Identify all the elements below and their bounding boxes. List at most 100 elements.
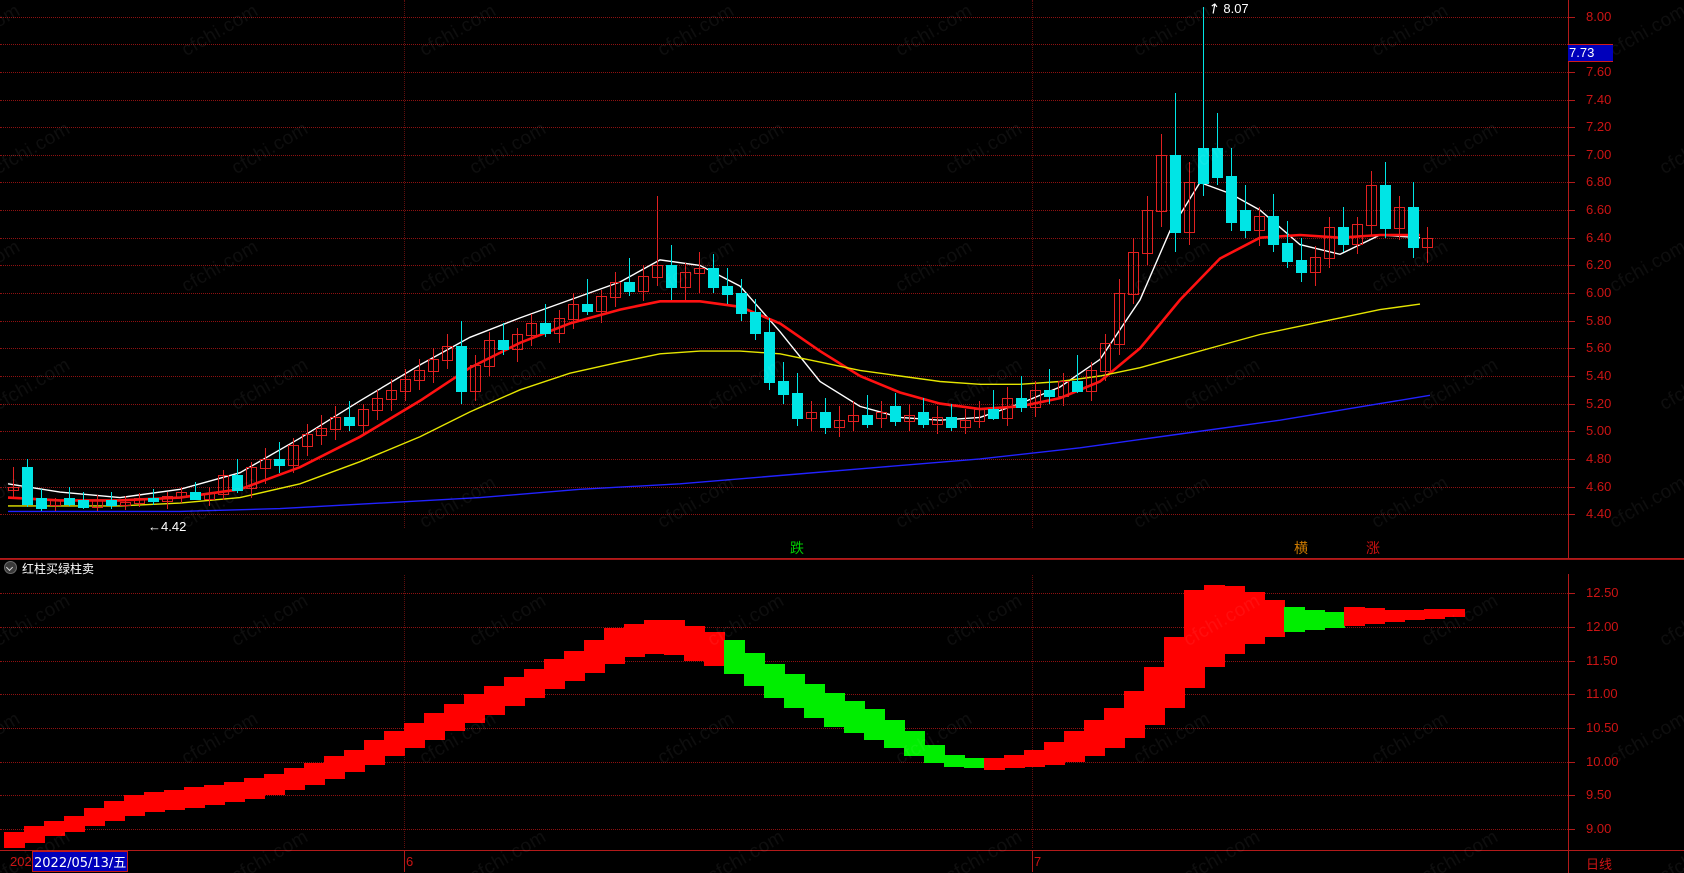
ma-mid-line xyxy=(7,233,1420,502)
candle-body xyxy=(792,392,803,420)
candle-body xyxy=(1156,154,1167,213)
candle-body xyxy=(540,323,551,334)
grid-line xyxy=(0,16,1568,18)
month-separator xyxy=(1032,0,1033,528)
candle-body xyxy=(358,409,369,427)
grid-line xyxy=(0,403,1568,405)
axis-tick xyxy=(1568,348,1575,350)
indicator-plot-area[interactable] xyxy=(0,573,1568,848)
candle-wick xyxy=(167,492,168,509)
candle-body xyxy=(78,500,89,508)
candle-wick xyxy=(13,467,14,498)
candle-body xyxy=(330,417,341,431)
histogram-bar-buy xyxy=(1384,610,1405,622)
candle-wick xyxy=(811,400,812,432)
candle-body xyxy=(1226,175,1237,224)
candle-body xyxy=(302,434,313,448)
price-axis-label: 7.40 xyxy=(1586,91,1612,107)
histogram-bar-buy xyxy=(124,795,145,816)
histogram-bar-buy xyxy=(344,749,365,773)
histogram-bar-buy xyxy=(684,625,705,661)
axis-tick xyxy=(1568,265,1575,267)
axis-tick xyxy=(1568,16,1575,18)
candle-wick xyxy=(531,313,532,346)
candle-wick xyxy=(727,268,728,305)
selected-date-badge[interactable]: 2022/05/13/五 xyxy=(32,851,129,872)
price-axis-label: 5.20 xyxy=(1586,395,1612,411)
candle-body xyxy=(498,340,509,351)
candle-body xyxy=(582,304,593,312)
indicator-header[interactable]: 红柱买绿柱卖 xyxy=(0,559,1684,576)
candle-wick xyxy=(1133,237,1134,305)
axis-tick xyxy=(1568,626,1575,628)
indicator-axis-label: 12.00 xyxy=(1586,618,1619,634)
candle-body xyxy=(1058,381,1069,398)
histogram-bar-sell xyxy=(884,719,905,749)
date-axis[interactable]: 202 6 7 2022/05/13/五 日线 xyxy=(0,850,1684,873)
date-axis-tick xyxy=(1568,850,1569,873)
candle-wick xyxy=(965,409,966,434)
grid-line xyxy=(0,514,1568,516)
candle-body xyxy=(1324,226,1335,260)
histogram-bar-buy xyxy=(1004,754,1025,769)
candle-body xyxy=(1002,398,1013,420)
candle-wick xyxy=(1021,375,1022,412)
histogram-bar-buy xyxy=(404,722,425,749)
phase-marker-fall: 跌 xyxy=(790,541,804,557)
candle-wick xyxy=(853,400,854,432)
indicator-panel[interactable] xyxy=(0,573,1684,873)
histogram-bar-buy xyxy=(424,713,445,741)
grid-line xyxy=(0,829,1568,831)
candle-body xyxy=(1240,210,1251,232)
axis-tick xyxy=(1568,486,1575,488)
low-price-value: 4.42 xyxy=(161,519,187,535)
candle-body xyxy=(596,295,607,312)
axis-tick xyxy=(1568,320,1575,322)
histogram-bar-sell xyxy=(1284,606,1305,633)
last-price-badge[interactable]: 7.73 xyxy=(1568,43,1613,62)
histogram-bar-sell xyxy=(844,701,865,734)
histogram-bar-buy xyxy=(1404,610,1425,621)
price-axis-label: 7.20 xyxy=(1586,119,1612,135)
candle-body xyxy=(512,334,523,351)
candle-body xyxy=(442,345,453,362)
high-price-value: 8.07 xyxy=(1219,0,1249,16)
histogram-bar-buy xyxy=(584,640,605,673)
axis-tick xyxy=(1568,127,1575,129)
ma-short-line xyxy=(7,181,1421,499)
candle-body xyxy=(218,475,229,496)
histogram-bar-buy xyxy=(1264,599,1285,638)
histogram-bar-buy xyxy=(1064,731,1085,762)
candle-body xyxy=(1366,185,1377,226)
price-plot-area[interactable] xyxy=(0,0,1568,528)
panel-divider xyxy=(0,559,1684,560)
histogram-bar-buy xyxy=(1164,637,1185,708)
price-panel[interactable] xyxy=(0,0,1684,558)
candle-wick xyxy=(69,486,70,506)
price-axis-label: 4.40 xyxy=(1586,506,1612,522)
candle-body xyxy=(414,370,425,381)
candle-wick xyxy=(209,486,210,506)
indicator-axis-label: 11.00 xyxy=(1586,686,1618,702)
price-y-axis[interactable]: 8.00 7.60 7.40 7.20 7.00 6.80 6.60 6.40 6.20 6.00… xyxy=(1568,0,1684,558)
date-label-month-6: 6 xyxy=(406,854,414,869)
histogram-bar-buy xyxy=(1244,591,1265,644)
candle-wick xyxy=(349,400,350,432)
indicator-y-axis[interactable]: 12.50 12.00 11.50 11.00 10.50 10.00 9.50 9.00 xyxy=(1568,573,1684,850)
candle-body xyxy=(778,381,789,395)
period-label[interactable]: 日线 xyxy=(1586,858,1613,873)
candle-body xyxy=(134,497,145,504)
chevron-down-icon[interactable] xyxy=(4,561,17,574)
date-axis-tick xyxy=(404,850,405,872)
histogram-bar-buy xyxy=(664,620,685,656)
candle-body xyxy=(820,411,831,428)
indicator-axis-label: 12.50 xyxy=(1586,585,1619,601)
grid-line xyxy=(0,237,1568,239)
phase-marker-rise: 涨 xyxy=(1366,541,1380,557)
histogram-bar-sell xyxy=(964,758,985,769)
price-axis-label: 7.60 xyxy=(1586,63,1612,79)
candle-body xyxy=(834,420,845,428)
candle-wick xyxy=(1259,207,1260,247)
grid-line xyxy=(0,265,1568,267)
ma-extra-long-line xyxy=(8,394,1431,513)
